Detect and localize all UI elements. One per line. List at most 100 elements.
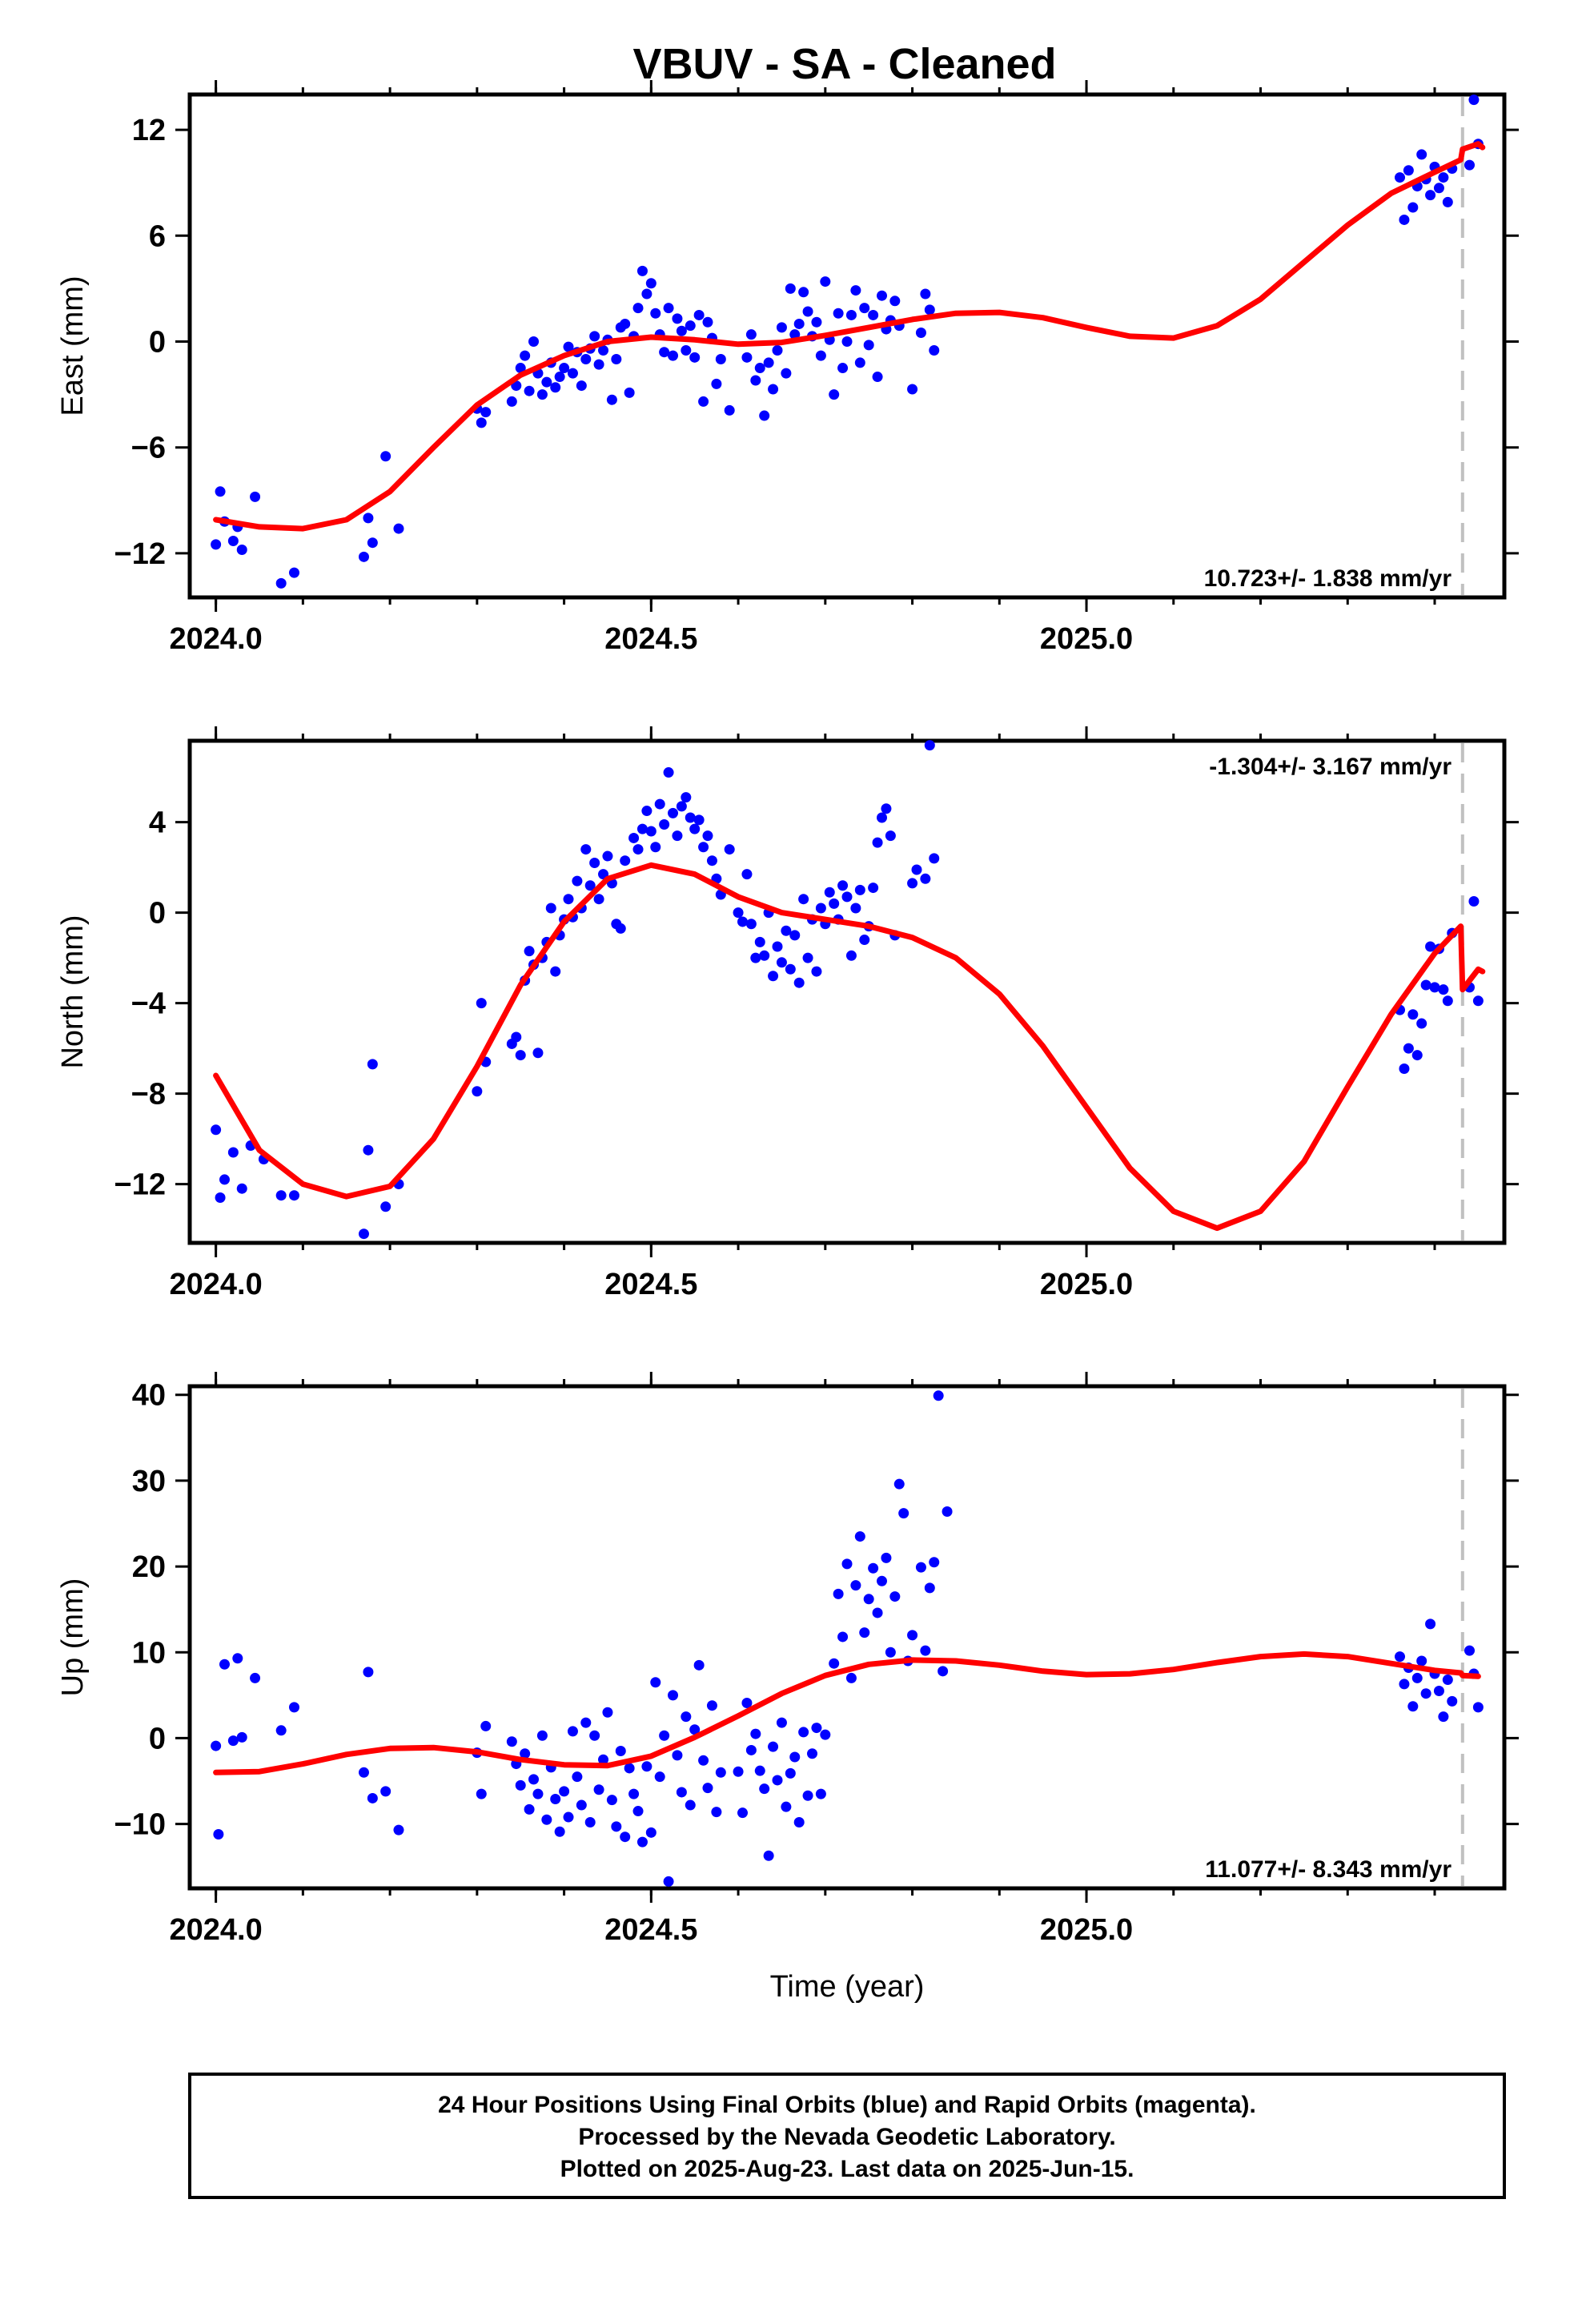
up-data-point: [793, 1816, 805, 1827]
up-data-point: [636, 1836, 648, 1848]
north-data-point: [689, 823, 701, 834]
north-fit-curve: [213, 862, 1486, 1232]
up-x-tick-label: 2024.0: [170, 1913, 263, 1947]
north-data-point: [602, 850, 613, 862]
north-data-point: [663, 767, 674, 778]
up-fit-curve: [213, 1651, 1481, 1775]
east-data-point: [715, 354, 726, 365]
up-data-point: [532, 1788, 544, 1799]
north-data-point: [227, 1147, 239, 1158]
east-data-point: [275, 577, 287, 589]
east-data-point: [554, 372, 565, 383]
up-data-point: [288, 1702, 299, 1713]
up-data-point: [811, 1723, 822, 1734]
up-data-point: [1442, 1675, 1453, 1686]
north-x-tick-label: 2024.0: [170, 1268, 263, 1301]
east-data-point: [850, 285, 861, 296]
up-data-point: [893, 1478, 905, 1490]
east-data-point: [650, 308, 661, 319]
north-data-point: [759, 950, 770, 961]
up-data-point: [1447, 1695, 1458, 1707]
north-data-point: [781, 925, 792, 936]
north-plot-frame: [187, 738, 1507, 1245]
east-data-point: [567, 368, 578, 379]
up-data-point: [829, 1658, 840, 1669]
east-data-point: [668, 350, 679, 361]
up-y-tick-label: 20: [132, 1550, 166, 1584]
north-data-point: [859, 935, 870, 946]
north-y-tick-label: −8: [131, 1078, 166, 1112]
north-data-point: [789, 930, 801, 941]
east-plot-frame: [187, 92, 1507, 600]
up-data-point: [520, 1748, 531, 1759]
north-data-point: [1429, 982, 1440, 993]
north-data-point: [815, 903, 826, 914]
east-y-tick-label: 6: [149, 219, 166, 253]
up-data-point: [833, 1588, 844, 1599]
up-data-point: [776, 1717, 787, 1728]
up-data-point: [754, 1765, 765, 1776]
up-data-point: [480, 1720, 492, 1731]
east-data-point: [580, 354, 592, 365]
up-data-point: [733, 1766, 744, 1777]
up-data-point: [837, 1631, 849, 1642]
up-data-point: [850, 1580, 861, 1591]
east-data-point: [863, 340, 874, 351]
east-y-tick-label: 0: [149, 325, 166, 359]
east-data-point: [563, 341, 574, 352]
up-data-point: [1420, 1688, 1431, 1699]
up-y-tick-label: 30: [132, 1465, 166, 1498]
east-data-point: [636, 265, 648, 276]
up-data-point: [841, 1558, 853, 1570]
footer-line-2: Processed by the Nevada Geodetic Laborat…: [578, 2124, 1115, 2150]
up-data-point: [628, 1788, 640, 1799]
east-data-point: [868, 309, 879, 320]
up-data-point: [476, 1788, 487, 1799]
east-data-point: [227, 535, 239, 546]
east-data-point: [632, 303, 644, 314]
north-data-point: [693, 814, 705, 826]
up-data-point: [615, 1746, 626, 1757]
up-data-point: [820, 1729, 831, 1740]
north-data-point: [584, 880, 596, 891]
east-data-point: [215, 486, 226, 497]
north-data-point: [829, 898, 840, 909]
north-data-point: [288, 1190, 299, 1201]
east-data-point: [559, 363, 570, 374]
north-data-point: [358, 1228, 369, 1240]
north-data-point: [659, 819, 670, 830]
east-data-point: [593, 359, 604, 370]
up-data-point: [624, 1763, 635, 1774]
north-data-point: [854, 884, 865, 895]
up-data-point: [1464, 1645, 1476, 1656]
east-data-point: [589, 331, 600, 342]
east-data-point: [1407, 202, 1419, 213]
north-data-point: [741, 869, 753, 880]
east-data-point: [802, 306, 813, 317]
up-data-point: [672, 1750, 683, 1761]
north-data-point: [841, 891, 853, 903]
north-data-point: [367, 1059, 378, 1070]
north-data-point: [885, 830, 896, 842]
east-data-point: [741, 352, 753, 363]
east-data-point: [358, 551, 369, 562]
east-data-point: [1464, 159, 1476, 171]
east-data-point: [1468, 94, 1480, 106]
north-data-point: [380, 1201, 391, 1212]
east-data-point: [820, 276, 831, 287]
east-data-point: [524, 385, 535, 396]
up-data-point: [915, 1562, 926, 1573]
up-data-point: [685, 1799, 696, 1811]
east-data-point: [854, 357, 865, 368]
up-x-tick-label: 2024.5: [604, 1913, 697, 1947]
up-data-point: [933, 1390, 944, 1401]
east-data-point: [750, 375, 761, 386]
east-data-point: [781, 368, 792, 379]
up-data-point: [706, 1700, 717, 1711]
north-data-point: [685, 812, 696, 823]
east-y-tick-label: 12: [132, 114, 166, 147]
up-data-point: [789, 1751, 801, 1763]
up-data-point: [563, 1811, 574, 1823]
north-data-point: [750, 952, 761, 963]
north-data-point: [654, 798, 665, 810]
